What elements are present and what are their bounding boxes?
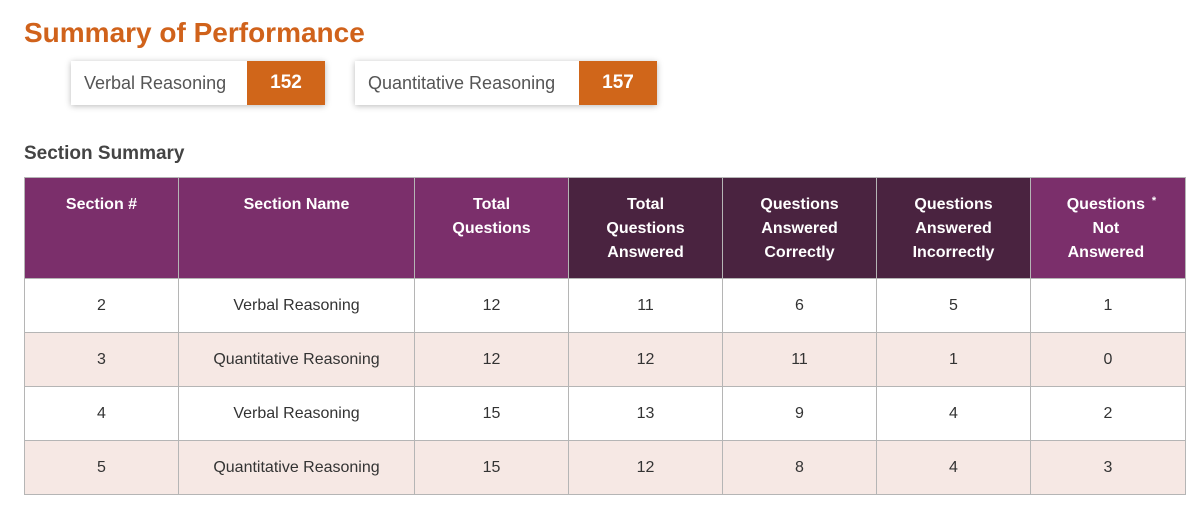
header-label: Questions Answered Correctly [760, 196, 839, 261]
cell-answered-incorrectly: 4 [876, 440, 1031, 495]
header-questions-not-answered: Questions Not Answered * [1030, 177, 1186, 279]
header-label: Total Questions [452, 196, 531, 237]
cell-total-questions: 12 [414, 278, 569, 333]
table-row: 3 Quantitative Reasoning 12 12 11 1 0 [24, 332, 1186, 387]
cell-answered-incorrectly: 1 [876, 332, 1031, 387]
header-section-name: Section Name [178, 177, 415, 279]
cell-total-questions: 15 [414, 440, 569, 495]
cell-not-answered: 3 [1030, 440, 1186, 495]
section-summary-heading: Section Summary [24, 143, 185, 164]
cell-total-questions: 12 [414, 332, 569, 387]
cell-section-number: 4 [24, 386, 179, 441]
header-label: Questions Answered Incorrectly [912, 196, 995, 261]
cell-section-name: Verbal Reasoning [178, 278, 415, 333]
cell-not-answered: 2 [1030, 386, 1186, 441]
verbal-score-label: Verbal Reasoning [84, 72, 227, 93]
header-label: Section # [65, 196, 138, 213]
header-questions-answered-correctly: Questions Answered Correctly [722, 177, 877, 279]
table-header-row: Section # Section Name Total Questions T… [24, 177, 1186, 279]
header-label: Total Questions Answered [606, 196, 685, 261]
cell-total-answered: 11 [568, 278, 723, 333]
cell-answered-incorrectly: 4 [876, 386, 1031, 441]
cell-total-answered: 13 [568, 386, 723, 441]
quantitative-score-label: Quantitative Reasoning [368, 72, 556, 93]
header-label: Questions Not Answered [1066, 196, 1145, 261]
section-summary-table: Section # Section Name Total Questions T… [24, 177, 1186, 495]
cell-total-questions: 15 [414, 386, 569, 441]
quantitative-score-card: Quantitative Reasoning 157 [355, 61, 657, 105]
table-row: 2 Verbal Reasoning 12 11 6 5 1 [24, 278, 1186, 333]
cell-section-name: Verbal Reasoning [178, 386, 415, 441]
footnote-marker: * [1151, 195, 1157, 207]
table-row: 4 Verbal Reasoning 15 13 9 4 2 [24, 386, 1186, 441]
header-questions-answered-incorrectly: Questions Answered Incorrectly [876, 177, 1031, 279]
table-row: 5 Quantitative Reasoning 15 12 8 4 3 [24, 440, 1186, 495]
verbal-score-card: Verbal Reasoning 152 [71, 61, 325, 105]
cell-section-number: 3 [24, 332, 179, 387]
cell-section-number: 5 [24, 440, 179, 495]
cell-section-name: Quantitative Reasoning [178, 440, 415, 495]
quantitative-score-value: 157 [579, 61, 657, 105]
header-total-questions-answered: Total Questions Answered [568, 177, 723, 279]
cell-answered-correctly: 8 [722, 440, 877, 495]
cell-answered-incorrectly: 5 [876, 278, 1031, 333]
header-label: Section Name [243, 196, 350, 213]
page-title: Summary of Performance [24, 17, 365, 48]
cell-answered-correctly: 11 [722, 332, 877, 387]
cell-answered-correctly: 6 [722, 278, 877, 333]
cell-not-answered: 1 [1030, 278, 1186, 333]
cell-total-answered: 12 [568, 440, 723, 495]
cell-section-name: Quantitative Reasoning [178, 332, 415, 387]
verbal-score-value: 152 [247, 61, 325, 105]
header-total-questions: Total Questions [414, 177, 569, 279]
header-section-number: Section # [24, 177, 179, 279]
cell-answered-correctly: 9 [722, 386, 877, 441]
cell-not-answered: 0 [1030, 332, 1186, 387]
cell-section-number: 2 [24, 278, 179, 333]
cell-total-answered: 12 [568, 332, 723, 387]
